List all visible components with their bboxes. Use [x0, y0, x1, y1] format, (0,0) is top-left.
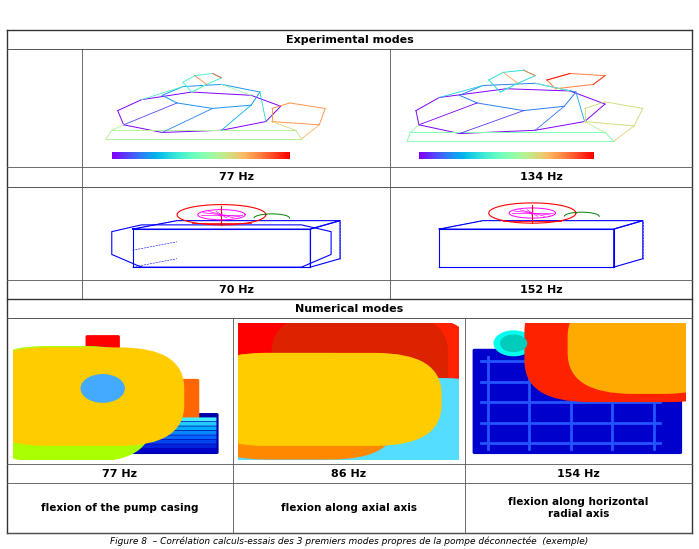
FancyBboxPatch shape	[183, 383, 510, 469]
FancyBboxPatch shape	[21, 413, 219, 454]
Text: Numerical modes: Numerical modes	[296, 304, 403, 314]
FancyBboxPatch shape	[199, 353, 398, 460]
FancyBboxPatch shape	[0, 348, 185, 446]
FancyBboxPatch shape	[183, 401, 510, 488]
FancyBboxPatch shape	[23, 431, 217, 435]
Circle shape	[55, 358, 150, 418]
Text: 154 Hz: 154 Hz	[557, 468, 600, 479]
FancyBboxPatch shape	[227, 293, 400, 407]
FancyBboxPatch shape	[568, 295, 699, 394]
Text: 77 Hz: 77 Hz	[102, 468, 138, 479]
FancyBboxPatch shape	[85, 335, 120, 368]
Text: flexion along horizontal
radial axis: flexion along horizontal radial axis	[508, 497, 649, 519]
FancyBboxPatch shape	[183, 391, 510, 478]
FancyBboxPatch shape	[183, 396, 510, 483]
FancyBboxPatch shape	[247, 413, 446, 457]
Text: 86 Hz: 86 Hz	[331, 468, 366, 479]
FancyBboxPatch shape	[23, 440, 217, 444]
FancyBboxPatch shape	[23, 449, 217, 453]
FancyBboxPatch shape	[473, 349, 682, 454]
Text: 77 Hz: 77 Hz	[219, 172, 254, 182]
FancyBboxPatch shape	[271, 312, 448, 432]
FancyBboxPatch shape	[23, 444, 217, 448]
Text: flexion of the pump casing: flexion of the pump casing	[41, 503, 199, 513]
Circle shape	[500, 335, 526, 351]
Text: Figure 8  – Corrélation calculs-essais des 3 premiers modes propres de la pompe : Figure 8 – Corrélation calculs-essais de…	[110, 536, 589, 546]
Text: flexion along axial axis: flexion along axial axis	[281, 503, 417, 513]
FancyBboxPatch shape	[43, 365, 165, 423]
FancyBboxPatch shape	[23, 427, 217, 430]
FancyBboxPatch shape	[183, 387, 510, 474]
FancyBboxPatch shape	[23, 435, 217, 439]
FancyBboxPatch shape	[23, 422, 217, 425]
FancyBboxPatch shape	[199, 353, 442, 446]
FancyBboxPatch shape	[199, 316, 475, 460]
Circle shape	[494, 331, 533, 356]
FancyBboxPatch shape	[524, 290, 699, 402]
FancyBboxPatch shape	[157, 379, 199, 420]
Text: 152 Hz: 152 Hz	[520, 284, 562, 295]
FancyBboxPatch shape	[183, 378, 510, 465]
FancyBboxPatch shape	[183, 405, 510, 492]
Circle shape	[609, 337, 643, 358]
Circle shape	[81, 375, 124, 402]
FancyBboxPatch shape	[23, 417, 217, 421]
Text: 134 Hz: 134 Hz	[519, 172, 563, 182]
Text: 70 Hz: 70 Hz	[219, 284, 254, 295]
FancyBboxPatch shape	[183, 410, 510, 496]
Text: Experimental modes: Experimental modes	[286, 35, 413, 45]
FancyBboxPatch shape	[0, 346, 152, 462]
